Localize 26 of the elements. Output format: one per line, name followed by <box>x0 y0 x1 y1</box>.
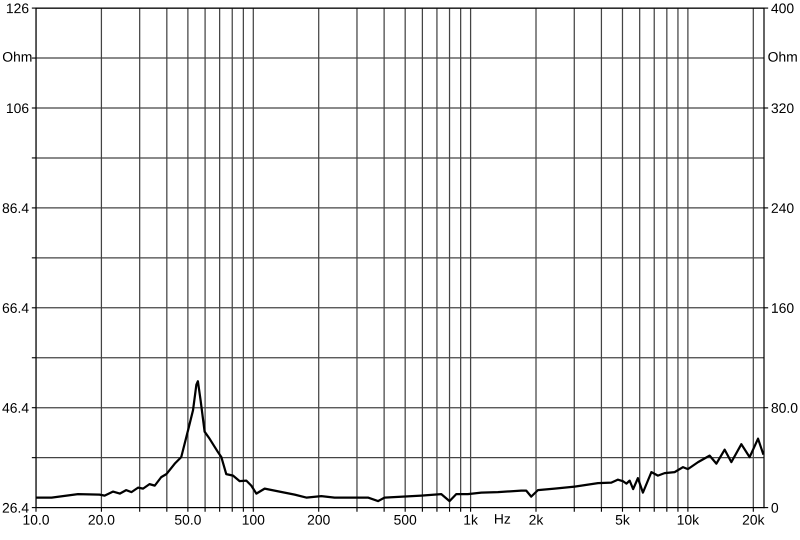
x-tick-label: 5k <box>616 514 630 525</box>
y-axis-title: Ohm <box>2 52 32 62</box>
y2-tick-label: 320 <box>771 103 794 114</box>
y-tick-label: 26.4 <box>2 502 29 513</box>
x-tick-label: 20k <box>742 514 765 525</box>
y2-tick-label: 400 <box>771 3 794 14</box>
x-tick-label: 10k <box>678 514 700 525</box>
y-tick-label: 46.4 <box>2 403 29 413</box>
x-tick-label: 2k <box>529 514 544 525</box>
y-tick-label: 106 <box>6 103 28 114</box>
x-tick-label: 1k <box>464 514 478 525</box>
x-tick-label: 100 <box>242 514 264 525</box>
y-tick-label: 126 <box>6 3 28 14</box>
x-tick-label: 50.0 <box>174 514 201 525</box>
y-tick-label: 86.4 <box>2 203 29 214</box>
y2-tick-label: 0 <box>771 502 778 513</box>
y-tick-label: 66.4 <box>2 303 29 313</box>
x-tick-label: 200 <box>308 514 330 525</box>
y2-tick-label: 80.0 <box>772 403 798 413</box>
x-tick-label: 10.0 <box>24 514 49 525</box>
y2-axis-title: Ohm <box>768 52 797 62</box>
y2-tick-label: 240 <box>772 203 794 214</box>
x-tick-label: 20.0 <box>88 514 114 525</box>
x-tick-label: 500 <box>394 514 416 525</box>
x-axis-title: Hz <box>495 514 510 524</box>
y2-tick-label: 160 <box>772 303 794 313</box>
